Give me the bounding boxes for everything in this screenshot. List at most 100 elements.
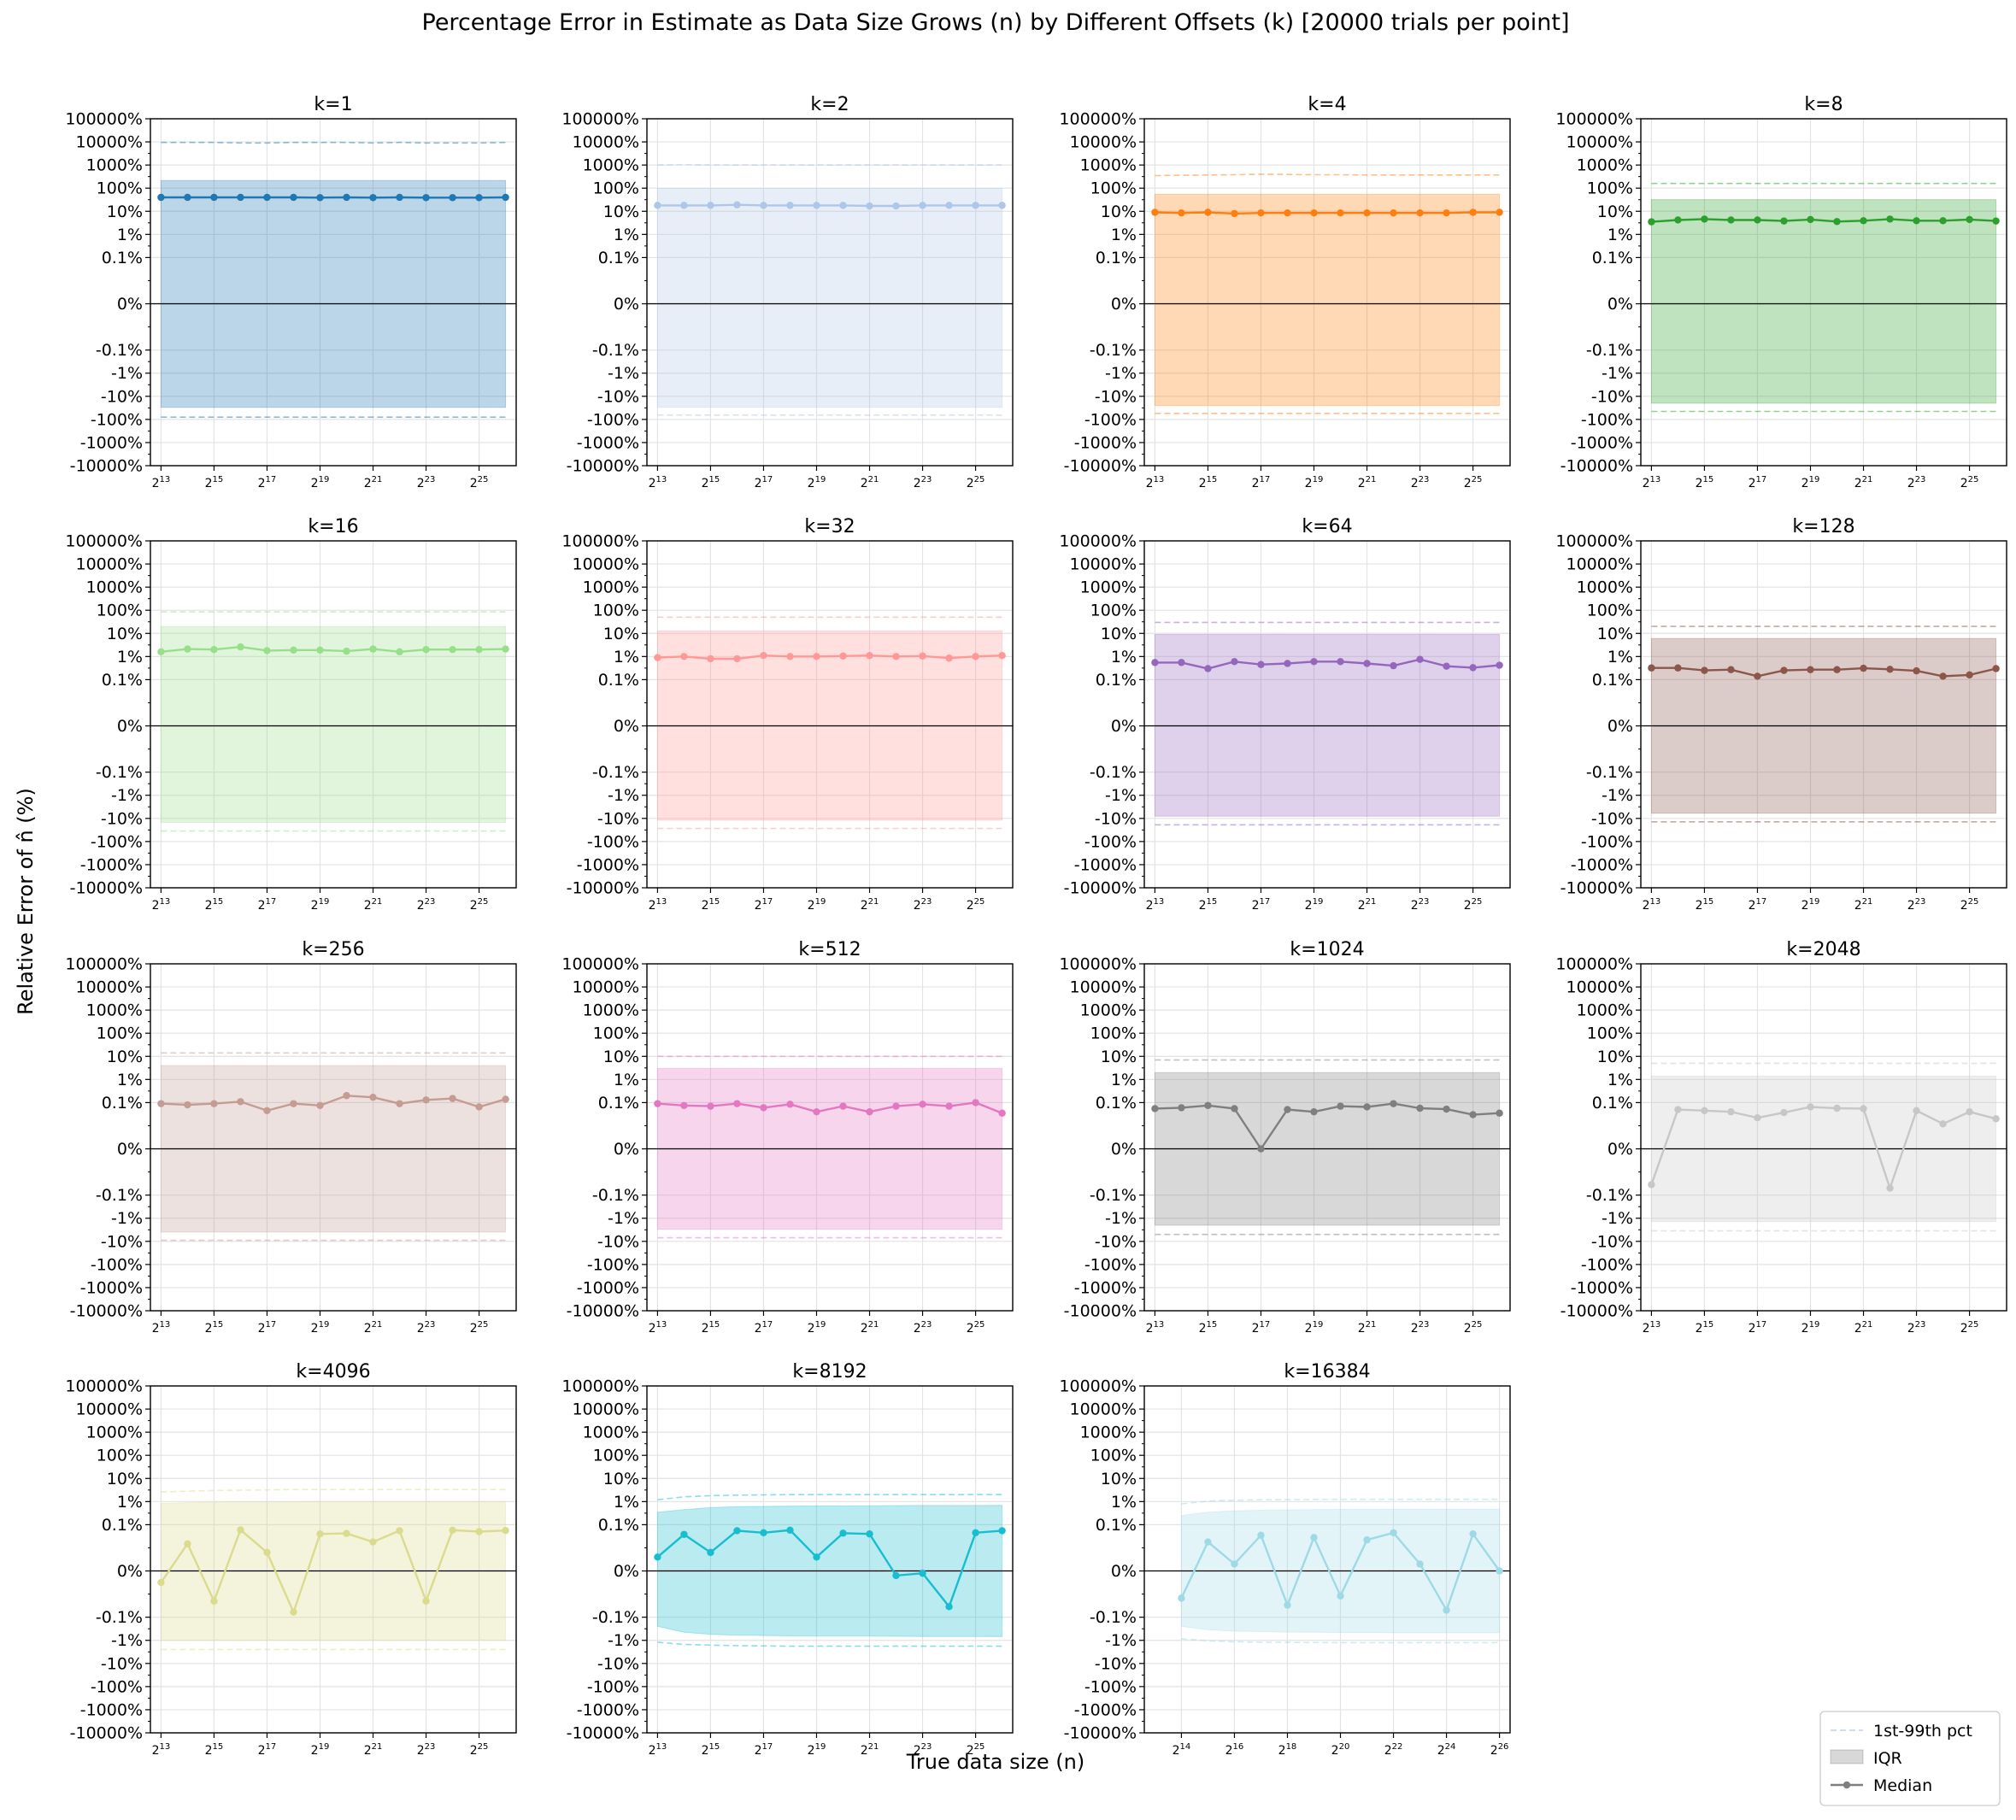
median-point — [475, 1528, 483, 1535]
y-tick-label: 1% — [117, 226, 143, 244]
x-tick-label: 219 — [1305, 1320, 1324, 1336]
x-tick-exponent: 13 — [1649, 475, 1660, 484]
median-point — [502, 645, 509, 653]
y-tick-label: 0.1% — [102, 671, 143, 690]
x-tick-base: 2 — [258, 1744, 266, 1758]
median-line — [160, 1528, 506, 1615]
x-tick-exponent: 23 — [1915, 1320, 1926, 1330]
median-point — [919, 652, 926, 660]
x-tick-label: 215 — [205, 897, 224, 913]
x-tick-exponent: 13 — [159, 1320, 170, 1330]
y-tick-label: 1000% — [86, 1001, 143, 1020]
y-tick-label: 0% — [1608, 1140, 1633, 1159]
median-point — [1231, 1105, 1238, 1113]
y-tick-label: -10% — [1095, 1654, 1137, 1673]
x-tick-exponent: 15 — [1207, 475, 1218, 484]
median-line — [657, 1101, 1003, 1114]
median-point — [1939, 672, 1947, 680]
y-tick-label: 1% — [1608, 648, 1633, 666]
median-point — [1886, 215, 1894, 223]
median-point — [502, 193, 509, 202]
x-tick-base: 2 — [702, 477, 709, 490]
y-tick-label: -100% — [91, 410, 143, 429]
median-point — [1257, 208, 1265, 217]
x-tick-base: 2 — [967, 477, 974, 490]
median-point — [813, 202, 820, 209]
x-tick-base: 2 — [205, 1744, 213, 1758]
median-point — [1178, 1594, 1185, 1602]
x-tick-base: 2 — [311, 1744, 319, 1758]
median-point — [1337, 1592, 1344, 1600]
y-tick-label: 10% — [107, 625, 143, 643]
y-tick-label: 0% — [1111, 295, 1137, 314]
median-point — [184, 1540, 191, 1547]
x-tick-exponent: 13 — [1649, 897, 1660, 907]
y-tick-label: -100% — [1581, 410, 1633, 429]
y-tick-label: 10000% — [76, 555, 144, 574]
y-tick-label: 1000% — [1080, 578, 1137, 597]
median-point — [1992, 1115, 2000, 1123]
median-point — [316, 194, 324, 202]
x-tick-exponent: 15 — [709, 1742, 720, 1752]
x-tick-base: 2 — [755, 1744, 762, 1758]
x-tick-base: 2 — [649, 1744, 656, 1758]
x-tick-base: 2 — [1437, 1744, 1445, 1758]
y-tick-label: 100% — [593, 1024, 639, 1043]
median-point — [1337, 208, 1344, 217]
subplot-title: k=16384 — [1284, 1361, 1370, 1383]
y-tick-label: 10000% — [573, 1400, 640, 1419]
y-tick-label: 100% — [1090, 1447, 1137, 1465]
y-tick-label: -100% — [587, 1677, 639, 1696]
y-tick-label: 0% — [614, 1562, 639, 1581]
median-point — [1966, 671, 1973, 679]
y-tick-label: -10% — [1095, 1232, 1137, 1251]
median-point — [760, 652, 767, 660]
x-tick-label: 223 — [1411, 475, 1430, 490]
x-tick-exponent: 13 — [1649, 1320, 1660, 1330]
median-point — [1496, 661, 1503, 669]
subplot-k-32: 100000% 10000% 1000% 100% 10% 1% 0.1% 0% -0.1% -1… — [561, 516, 1014, 913]
y-tick-label: -100% — [91, 832, 143, 851]
median-point — [1310, 1107, 1318, 1116]
y-tick-label: -1% — [1105, 786, 1137, 805]
y-tick-label: 0% — [1608, 295, 1633, 314]
y-tick-label: -10000% — [1064, 457, 1137, 476]
x-tick-base: 2 — [755, 899, 762, 913]
x-tick-label: 221 — [1358, 897, 1377, 913]
x-tick-label: 215 — [1696, 475, 1714, 490]
median-point — [1780, 1108, 1788, 1117]
x-tick-exponent: 25 — [974, 1320, 985, 1330]
median-point — [839, 202, 847, 209]
x-tick-base: 2 — [1749, 477, 1756, 490]
y-tick-label: 100% — [97, 1447, 143, 1465]
iqr-band — [160, 625, 507, 824]
x-tick-base: 2 — [258, 1322, 266, 1336]
y-tick-label: 0% — [117, 1140, 143, 1159]
axes-frame — [1640, 540, 2007, 889]
median-point — [1496, 1109, 1503, 1117]
x-tick-base: 2 — [861, 899, 868, 913]
median-point — [184, 645, 191, 653]
median-point — [919, 1101, 926, 1108]
x-tick-exponent: 15 — [1703, 1320, 1714, 1330]
median-point — [1674, 216, 1682, 224]
x-tick-label: 215 — [1199, 475, 1218, 490]
y-tick-label: 10% — [603, 1048, 639, 1066]
y-tick-label: 0.1% — [102, 1516, 143, 1535]
median-point — [1496, 1567, 1503, 1575]
median-point — [237, 1098, 244, 1106]
x-tick-label: 213 — [1146, 475, 1165, 490]
y-tick-label: 1000% — [86, 1424, 143, 1442]
y-tick-label: 1% — [117, 1493, 143, 1512]
y-tick-label: -0.1% — [592, 1186, 639, 1205]
y-tick-label: 100000% — [1059, 1377, 1137, 1396]
y-tick-label: 0% — [1111, 1140, 1137, 1159]
median-line — [1651, 218, 1996, 223]
x-tick-exponent: 15 — [1703, 897, 1714, 907]
x-tick-exponent: 19 — [319, 897, 330, 907]
x-tick-label: 225 — [470, 1320, 489, 1336]
y-tick-label: -1000% — [577, 1278, 639, 1297]
x-tick-base: 2 — [1411, 899, 1419, 913]
median-point — [813, 653, 820, 660]
subplot-k-8192: 100000% 10000% 1000% 100% 10% 1% 0.1% 0% -0.1% -1… — [561, 1361, 1014, 1758]
